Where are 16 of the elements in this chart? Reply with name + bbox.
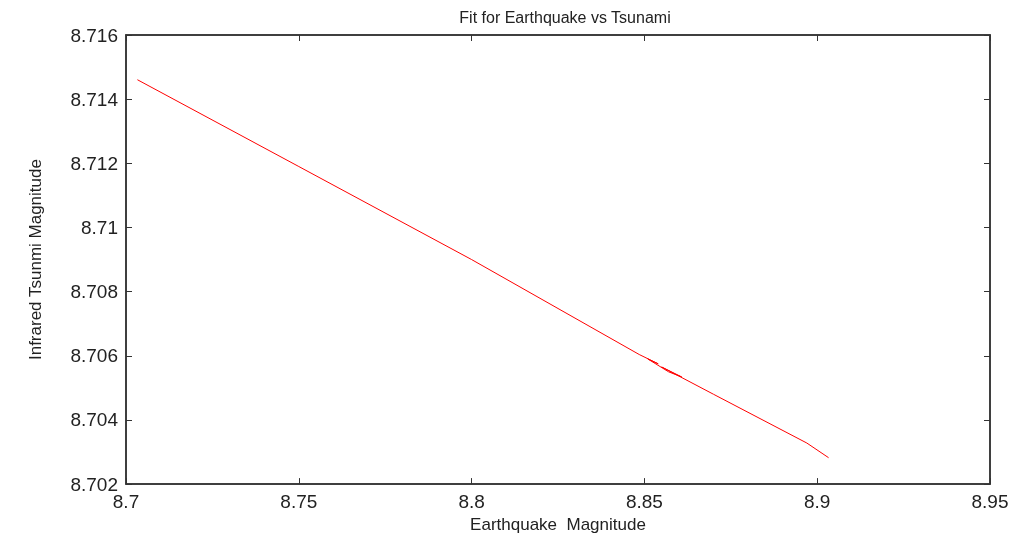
x-tick-label: 8.95 [971,491,1009,513]
y-tick-label: 8.714 [70,88,119,110]
y-tick-label: 8.708 [70,281,118,303]
y-tick-label: 8.704 [70,409,119,431]
x-tick-label: 8.75 [280,491,318,513]
x-axis-title: Earthquake Magnitude [470,515,646,534]
x-tick-label: 8.9 [803,491,831,513]
chart-title: Fit for Earthquake vs Tsunami [459,8,671,26]
y-tick-label: 8.71 [81,216,118,238]
y-tick-label: 8.716 [70,24,118,46]
y-tick-label: 8.706 [70,345,118,367]
line-series [137,79,829,458]
x-tick-label: 8.8 [458,491,485,513]
y-axis-title: Infrared Tsunmi Magnitude [26,159,45,361]
y-tick-label: 8.712 [70,152,118,174]
x-tick-label: 8.85 [625,491,663,513]
